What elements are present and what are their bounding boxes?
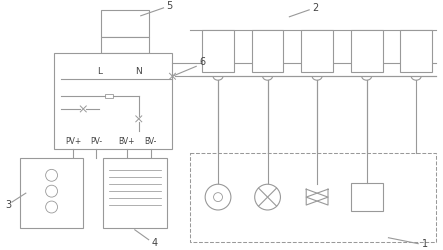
Bar <box>105 94 113 98</box>
Circle shape <box>214 193 222 202</box>
Bar <box>400 30 432 72</box>
Bar <box>202 30 234 72</box>
Bar <box>301 30 333 72</box>
Bar <box>190 152 436 242</box>
Bar <box>103 158 167 228</box>
Bar <box>101 10 149 36</box>
Circle shape <box>46 201 58 213</box>
Bar <box>54 54 172 148</box>
Text: 4: 4 <box>152 238 158 248</box>
Bar <box>252 30 284 72</box>
Text: BV+: BV+ <box>119 137 135 146</box>
Circle shape <box>205 184 231 210</box>
Text: 6: 6 <box>199 57 205 67</box>
Circle shape <box>46 185 58 197</box>
Text: 5: 5 <box>167 1 173 11</box>
Circle shape <box>255 184 280 210</box>
Bar <box>351 183 382 211</box>
Text: L: L <box>97 67 101 76</box>
Text: 2: 2 <box>312 3 318 13</box>
Bar <box>20 158 83 228</box>
Text: 1: 1 <box>422 239 428 249</box>
Text: PV+: PV+ <box>65 137 82 146</box>
Text: N: N <box>136 67 142 76</box>
Bar <box>351 30 382 72</box>
Text: 3: 3 <box>5 200 11 210</box>
Text: PV-: PV- <box>90 137 102 146</box>
Circle shape <box>46 169 58 181</box>
Text: BV-: BV- <box>144 137 157 146</box>
Bar <box>101 36 149 54</box>
